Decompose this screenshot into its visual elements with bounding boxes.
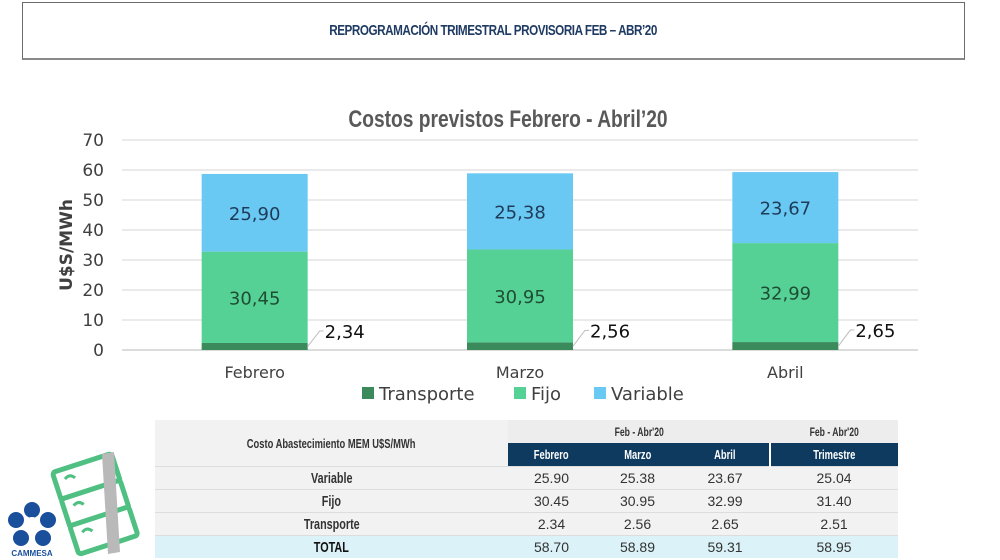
cell-value: 2.34 xyxy=(508,512,595,536)
legend-label: Fijo xyxy=(531,384,561,405)
leader-line xyxy=(307,330,324,347)
legend-item-variable: Variable xyxy=(594,384,684,405)
group-header-quarter: Feb - Abr'20 xyxy=(770,420,899,443)
data-label-variable: 25,90 xyxy=(229,204,281,225)
y-tick-label: 50 xyxy=(82,191,104,211)
legend-label: Variable xyxy=(611,384,684,405)
table-row-fijo: Fijo 30.45 30.95 32.99 31.40 xyxy=(155,489,899,513)
legend-item-fijo: Fijo xyxy=(514,384,561,405)
table-row-transporte: Transporte 2.34 2.56 2.65 2.51 xyxy=(155,512,899,536)
legend-label: Transporte xyxy=(378,384,475,405)
cell-value: 32.99 xyxy=(680,489,771,513)
row-label: TOTAL xyxy=(155,535,508,558)
cell-value: 2.51 xyxy=(770,512,899,536)
legend-swatch xyxy=(514,387,526,399)
table-row-variable: Variable 25.90 25.38 23.67 25.04 xyxy=(155,466,899,490)
legend-item-transporte: Transporte xyxy=(362,384,475,405)
header-title-box: REPROGRAMACIÓN TRIMESTRAL PROVISORIA FEB… xyxy=(22,2,965,60)
row-label: Fijo xyxy=(155,489,508,513)
y-axis-ticks: 0 10 20 30 40 50 60 70 xyxy=(82,131,104,361)
cell-value: 23.67 xyxy=(680,466,771,490)
data-label-fijo: 32,99 xyxy=(760,284,812,305)
y-tick-label: 10 xyxy=(82,311,104,331)
column-header-febrero: Febrero xyxy=(508,443,595,467)
data-label-fijo: 30,45 xyxy=(229,288,281,309)
cell-value: 2.65 xyxy=(680,512,771,536)
x-axis-ticks: Febrero Marzo Abril xyxy=(224,363,803,382)
data-label-variable: 23,67 xyxy=(760,199,812,220)
cost-table: Costo Abastecimiento MEM U$S/MWh Feb - A… xyxy=(155,420,899,558)
y-tick-label: 70 xyxy=(82,131,104,151)
cell-value: 25.90 xyxy=(508,466,595,490)
bar-transporte xyxy=(467,342,573,350)
stacked-bar-chart: Costos previstos Febrero - Abril’20 0 10 2… xyxy=(57,105,918,405)
cell-value: 2.56 xyxy=(595,512,680,536)
legend-swatch xyxy=(362,387,374,399)
cell-value: 58.70 xyxy=(508,535,595,558)
cell-value: 59.31 xyxy=(680,535,771,558)
cell-value: 58.89 xyxy=(595,535,680,558)
column-header-trimestre: Trimestre xyxy=(769,443,899,467)
cell-value: 30.95 xyxy=(595,489,680,513)
x-tick-label: Febrero xyxy=(224,363,284,382)
bar-transporte xyxy=(732,342,839,350)
y-axis-label: U$S/MWh xyxy=(57,199,77,291)
leader-line xyxy=(837,329,855,347)
column-header-marzo: Marzo xyxy=(595,443,680,467)
data-label-transporte: 2,65 xyxy=(855,321,895,342)
bars: 2,34 30,45 25,90 2,56 30,95 25,38 2,65 32,99 23,… xyxy=(201,172,895,350)
bar-variable xyxy=(732,172,839,244)
bar-fijo xyxy=(467,249,573,343)
bar-fijo xyxy=(201,251,308,343)
column-header-abril: Abril xyxy=(680,443,771,467)
chart-title: Costos previstos Febrero - Abril’20 xyxy=(348,105,667,133)
data-label-transporte: 2,56 xyxy=(590,321,630,342)
row-label: Transporte xyxy=(155,512,508,536)
row-label: Variable xyxy=(155,466,508,490)
data-label-variable: 25,38 xyxy=(494,202,546,223)
cell-value: 31.40 xyxy=(770,489,899,513)
group-header-months: Feb - Abr'20 xyxy=(508,420,771,443)
cell-value: 25.38 xyxy=(595,466,680,490)
bar-variable xyxy=(467,173,573,250)
bar-transporte xyxy=(201,342,308,350)
bar-fijo xyxy=(732,243,839,343)
leader-line xyxy=(572,329,589,347)
bar-variable xyxy=(201,173,308,252)
logo-text: CAMMESA xyxy=(11,549,53,558)
y-tick-label: 30 xyxy=(82,251,104,271)
cell-value: 25.04 xyxy=(770,466,899,490)
legend-swatch xyxy=(594,387,606,399)
x-tick-label: Marzo xyxy=(496,363,544,382)
legend: Transporte Fijo Variable xyxy=(362,384,684,405)
y-tick-label: 60 xyxy=(82,161,104,181)
cell-value: 58.95 xyxy=(770,535,899,558)
y-tick-label: 40 xyxy=(82,221,104,241)
cammesa-flower-icon: CAMMESA xyxy=(8,502,56,558)
table-row-total: TOTAL 58.70 58.89 59.31 58.95 xyxy=(155,535,899,558)
table-corner-label: Costo Abastecimiento MEM U$S/MWh xyxy=(155,420,508,467)
money-stack-icon xyxy=(50,451,140,557)
data-label-transporte: 2,34 xyxy=(325,322,365,343)
y-tick-label: 0 xyxy=(93,341,104,361)
x-tick-label: Abril xyxy=(767,363,804,382)
cell-value: 30.45 xyxy=(508,489,595,513)
y-tick-label: 20 xyxy=(82,281,104,301)
page-title: REPROGRAMACIÓN TRIMESTRAL PROVISORIA FEB… xyxy=(329,22,658,39)
data-label-fijo: 30,95 xyxy=(494,287,546,308)
